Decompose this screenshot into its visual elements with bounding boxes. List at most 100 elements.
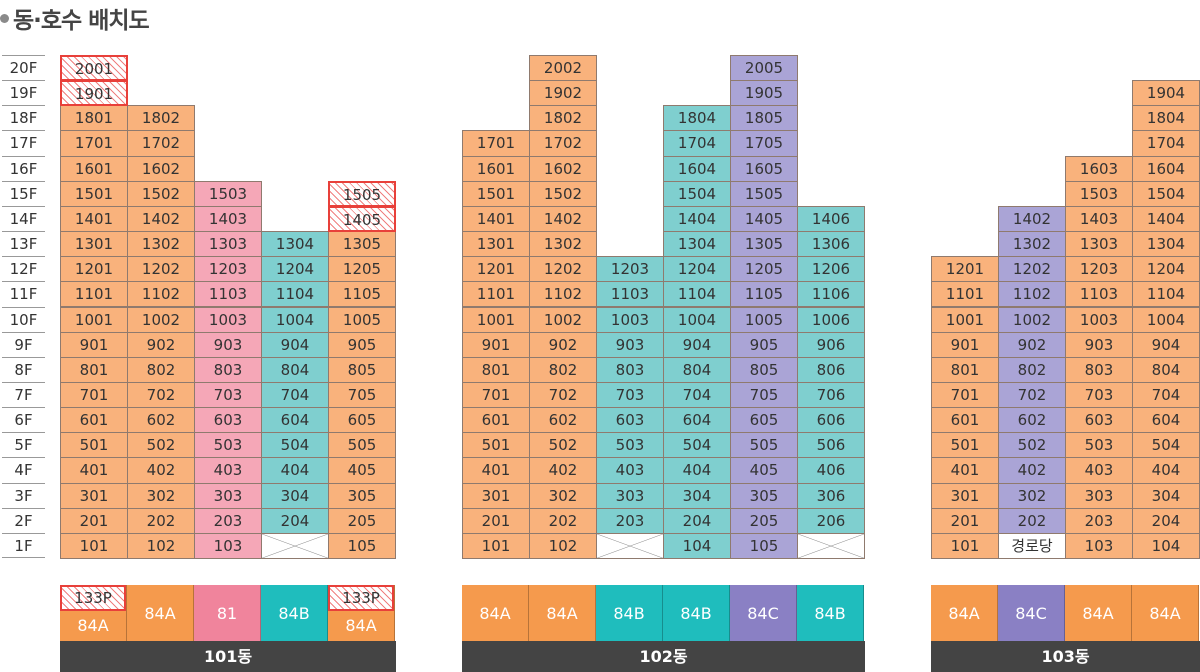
unit-cell[interactable]: 1306 [797, 231, 865, 258]
unit-cell[interactable]: 202 [998, 507, 1066, 534]
unit-cell[interactable]: 1101 [60, 281, 128, 308]
unit-cell[interactable]: 1203 [194, 256, 262, 283]
unit-cell[interactable]: 405 [328, 457, 396, 484]
unit-cell[interactable]: 105 [730, 532, 798, 559]
unit-cell[interactable]: 1101 [462, 281, 530, 308]
unit-cell[interactable]: 1904 [1132, 80, 1200, 107]
unit-cell[interactable]: 804 [663, 356, 731, 383]
unit-cell[interactable]: 1702 [529, 130, 597, 157]
unit-cell[interactable]: 804 [261, 356, 329, 383]
unit-cell[interactable]: 503 [194, 432, 262, 459]
unit-cell[interactable]: 506 [797, 432, 865, 459]
unit-cell[interactable]: 1604 [1132, 155, 1200, 182]
unit-cell[interactable]: 1402 [127, 205, 195, 233]
unit-cell[interactable]: 303 [1065, 482, 1133, 509]
unit-cell[interactable]: 206 [797, 507, 865, 534]
unit-cell[interactable]: 1203 [596, 256, 664, 283]
unit-cell[interactable]: 1303 [194, 231, 262, 258]
unit-cell[interactable]: 1805 [730, 105, 798, 132]
unit-cell[interactable]: 1005 [730, 306, 798, 333]
unit-cell[interactable]: 1001 [931, 306, 999, 333]
unavailable-unit-cell[interactable] [596, 532, 664, 559]
unit-cell[interactable]: 1005 [328, 306, 396, 333]
unit-cell[interactable]: 501 [462, 432, 530, 459]
unit-cell[interactable]: 1206 [797, 256, 865, 283]
unit-cell[interactable]: 1401 [60, 205, 128, 233]
unit-cell[interactable]: 204 [1132, 507, 1200, 534]
unit-cell[interactable]: 1404 [1132, 205, 1200, 233]
unit-cell[interactable]: 1801 [60, 105, 128, 132]
unit-cell[interactable]: 905 [328, 331, 396, 358]
unit-cell[interactable]: 505 [730, 432, 798, 459]
unit-cell[interactable]: 1202 [998, 256, 1066, 283]
special-unit-cell[interactable]: 1505 [328, 180, 396, 207]
unit-cell[interactable]: 405 [730, 457, 798, 484]
unit-cell[interactable]: 503 [1065, 432, 1133, 459]
unit-cell[interactable]: 806 [797, 356, 865, 383]
unit-cell[interactable]: 503 [596, 432, 664, 459]
unit-cell[interactable]: 501 [931, 432, 999, 459]
unit-cell[interactable]: 1504 [1132, 180, 1200, 207]
unit-cell[interactable]: 1104 [1132, 281, 1200, 308]
unit-cell[interactable]: 103 [1065, 532, 1133, 559]
unit-cell[interactable]: 201 [462, 507, 530, 534]
unit-cell[interactable]: 1102 [127, 281, 195, 308]
unit-cell[interactable]: 1802 [127, 105, 195, 132]
unit-cell[interactable]: 804 [1132, 356, 1200, 383]
unit-cell[interactable]: 105 [328, 532, 396, 559]
unit-cell[interactable]: 1103 [596, 281, 664, 308]
unit-cell[interactable]: 1004 [261, 306, 329, 333]
unit-cell[interactable]: 1301 [462, 231, 530, 258]
unit-cell[interactable]: 903 [596, 331, 664, 358]
unit-cell[interactable]: 1405 [730, 205, 798, 233]
unit-cell[interactable]: 903 [194, 331, 262, 358]
unit-cell[interactable]: 602 [998, 407, 1066, 434]
unit-cell[interactable]: 1102 [998, 281, 1066, 308]
unit-cell[interactable]: 101 [60, 532, 128, 559]
unit-cell[interactable]: 102 [127, 532, 195, 559]
unit-cell[interactable]: 904 [261, 331, 329, 358]
unit-cell[interactable]: 601 [60, 407, 128, 434]
unit-cell[interactable]: 1503 [1065, 180, 1133, 207]
unit-cell[interactable]: 204 [261, 507, 329, 534]
unit-cell[interactable]: 406 [797, 457, 865, 484]
unit-cell[interactable]: 803 [1065, 356, 1133, 383]
unit-cell[interactable]: 801 [931, 356, 999, 383]
unit-cell[interactable]: 1501 [462, 180, 530, 207]
unit-cell[interactable]: 1003 [596, 306, 664, 333]
unit-cell[interactable]: 404 [1132, 457, 1200, 484]
unavailable-unit-cell[interactable] [797, 532, 865, 559]
unit-cell[interactable]: 101 [462, 532, 530, 559]
unit-cell[interactable]: 1501 [60, 180, 128, 207]
unit-cell[interactable]: 1503 [194, 180, 262, 207]
unit-cell[interactable]: 702 [529, 381, 597, 409]
unit-cell[interactable]: 1304 [261, 231, 329, 258]
unit-cell[interactable]: 1502 [529, 180, 597, 207]
unit-cell[interactable]: 1001 [60, 306, 128, 333]
unit-cell[interactable]: 1101 [931, 281, 999, 308]
unit-cell[interactable]: 1105 [328, 281, 396, 308]
unit-cell[interactable]: 201 [931, 507, 999, 534]
unit-cell[interactable]: 805 [328, 356, 396, 383]
unit-cell[interactable]: 1601 [60, 155, 128, 182]
unit-cell[interactable]: 401 [60, 457, 128, 484]
unit-cell[interactable]: 1103 [194, 281, 262, 308]
unit-cell[interactable]: 303 [596, 482, 664, 509]
unit-cell[interactable]: 1804 [1132, 105, 1200, 132]
unit-cell[interactable]: 302 [529, 482, 597, 509]
unit-cell[interactable]: 302 [127, 482, 195, 509]
unit-cell[interactable]: 705 [730, 381, 798, 409]
unit-cell[interactable]: 103 [194, 532, 262, 559]
unit-cell[interactable]: 801 [462, 356, 530, 383]
unit-cell[interactable]: 803 [596, 356, 664, 383]
unit-cell[interactable]: 404 [663, 457, 731, 484]
unit-cell[interactable]: 1201 [931, 256, 999, 283]
unit-cell[interactable]: 905 [730, 331, 798, 358]
unit-cell[interactable]: 1104 [261, 281, 329, 308]
unit-cell[interactable]: 402 [529, 457, 597, 484]
unit-cell[interactable]: 403 [194, 457, 262, 484]
unit-cell[interactable]: 603 [194, 407, 262, 434]
unit-cell[interactable]: 502 [529, 432, 597, 459]
unit-cell[interactable]: 102 [529, 532, 597, 559]
unit-cell[interactable]: 1902 [529, 80, 597, 107]
